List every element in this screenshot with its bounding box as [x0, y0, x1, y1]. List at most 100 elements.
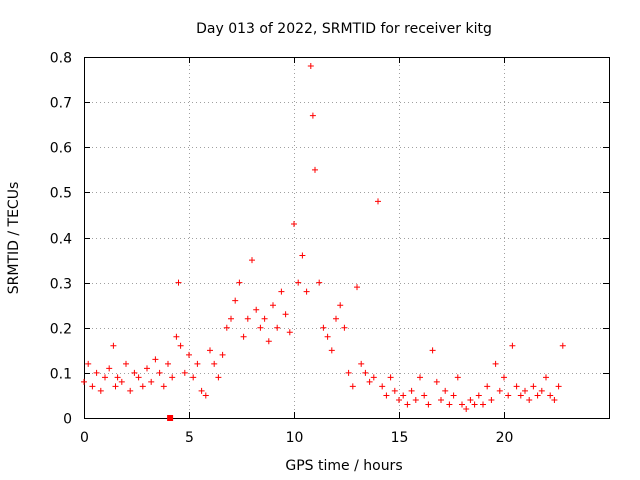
data-point: [127, 387, 134, 394]
data-point: [135, 374, 142, 381]
data-point: [496, 387, 503, 394]
data-point: [274, 324, 281, 331]
data-point: [244, 315, 251, 322]
data-point: [370, 374, 377, 381]
data-point: [144, 365, 150, 372]
data-point: [328, 347, 335, 354]
data-point: [207, 347, 213, 354]
data-point: [433, 378, 440, 385]
data-point: [181, 369, 188, 376]
y-tick-label: 0.4: [50, 232, 72, 248]
x-tick-label: 0: [80, 430, 89, 446]
data-point: [97, 387, 104, 394]
data-point: [211, 360, 218, 367]
data-point: [148, 378, 155, 385]
data-point: [165, 360, 171, 367]
data-point: [223, 324, 230, 331]
data-point: [139, 383, 146, 390]
y-tick-label: 0.2: [50, 322, 72, 338]
missing-data-marker: [167, 415, 174, 421]
data-point: [186, 351, 192, 358]
y-tick-label: 0.5: [50, 186, 72, 202]
data-point: [309, 112, 316, 119]
data-point: [160, 383, 167, 390]
data-point: [421, 392, 428, 399]
data-point: [454, 374, 461, 381]
data-point: [484, 383, 491, 390]
data-point: [450, 392, 457, 399]
data-point: [446, 401, 453, 408]
data-point: [152, 356, 159, 363]
data-point: [89, 383, 96, 390]
data-point: [362, 369, 369, 376]
data-point: [286, 329, 293, 336]
data-point: [169, 374, 176, 381]
data-point: [459, 401, 465, 408]
y-tick-label: 0.1: [50, 367, 72, 383]
data-point: [85, 360, 92, 367]
data-point: [312, 166, 318, 173]
x-axis-label: GPS time / hours: [285, 458, 402, 474]
data-point: [177, 342, 184, 349]
y-tick-label: 0.3: [50, 277, 72, 293]
data-point: [320, 324, 327, 331]
data-point: [559, 342, 566, 349]
data-point: [425, 401, 432, 408]
data-point: [467, 396, 474, 403]
data-point: [555, 383, 562, 390]
y-tick-label: 0.8: [50, 51, 72, 67]
data-point: [417, 374, 423, 381]
data-point: [517, 392, 524, 399]
x-tick-label: 10: [286, 430, 304, 446]
axis-ticks: 0 5 10 15 20 0 0.1 0.2 0.3 0.4 0.5 0.6 0.7 0.8: [50, 51, 609, 446]
data-point: [106, 365, 113, 372]
data-point: [438, 396, 444, 403]
chart-title: Day 013 of 2022, SRMTID for receiver kit…: [196, 21, 492, 37]
data-point: [475, 392, 482, 399]
data-point: [219, 351, 226, 358]
data-point: [190, 374, 197, 381]
data-point: [547, 392, 554, 399]
x-tick-label: 20: [496, 430, 514, 446]
data-point: [110, 342, 117, 349]
data-point: [383, 392, 390, 399]
data-point: [526, 396, 533, 403]
data-point: [480, 401, 486, 408]
data-point: [265, 338, 272, 345]
data-point: [253, 306, 260, 313]
data-point: [261, 315, 268, 322]
data-point: [534, 392, 541, 399]
y-tick-label: 0.7: [50, 96, 72, 112]
y-tick-label: 0.6: [50, 141, 72, 157]
data-point: [291, 220, 297, 227]
data-point: [429, 347, 436, 354]
data-point: [316, 279, 323, 286]
data-point: [194, 360, 201, 367]
y-axis-label: SRMTID / TECUs: [6, 182, 22, 295]
data-point: [543, 374, 549, 381]
data-point: [198, 387, 205, 394]
data-point: [400, 392, 407, 399]
data-point: [345, 369, 352, 376]
data-point: [530, 383, 537, 390]
data-point: [471, 401, 478, 408]
data-point: [270, 302, 276, 309]
data-point: [173, 333, 180, 340]
data-point: [131, 369, 138, 376]
data-point: [396, 396, 402, 403]
data-point: [463, 405, 470, 412]
data-point: [375, 198, 381, 205]
x-tick-label: 5: [185, 430, 194, 446]
data-point: [488, 396, 495, 403]
data-point: [538, 387, 545, 394]
data-point: [513, 383, 520, 390]
data-point: [202, 392, 209, 399]
data-point: [240, 333, 247, 340]
data-point: [295, 279, 302, 286]
data-point: [492, 360, 499, 367]
data-point: [282, 311, 289, 318]
data-point: [307, 63, 314, 70]
data-point: [81, 378, 87, 385]
